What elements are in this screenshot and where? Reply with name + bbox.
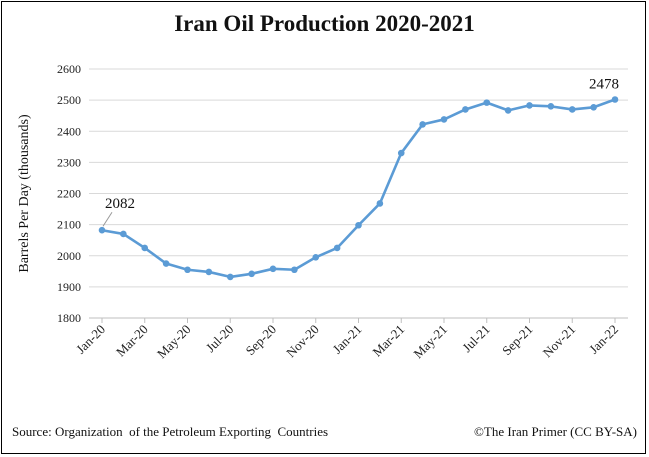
y-tick-label: 1900: [57, 280, 81, 294]
source-note: Source: Organization of the Petroleum Ex…: [12, 424, 329, 439]
data-point: [568, 106, 576, 113]
x-tick-labels: Jan-20 Mar-20 May-20 Jul-20 Sep-20 Nov-20 Jan-…: [73, 318, 621, 361]
data-point: [141, 244, 149, 252]
y-tick-label: 2300: [57, 155, 81, 169]
data-point: [611, 96, 619, 103]
data-point: [312, 254, 320, 261]
y-tick-label: 1800: [57, 311, 81, 325]
y-tick-labels: 1800 1900 2000 2100 2200 2300 2400 2500 2600: [57, 62, 81, 325]
x-tick-label: Mar-21: [369, 322, 407, 360]
data-point: [504, 107, 512, 114]
data-point: [98, 226, 106, 234]
x-tick-label: Jul-20: [203, 322, 237, 356]
annotation-leader: [102, 211, 113, 227]
y-tick-label: 2000: [57, 249, 81, 263]
data-point: [162, 260, 170, 267]
x-tick-label: Nov-20: [283, 322, 322, 361]
x-tick-label: May-21: [410, 322, 450, 362]
x-tick-label: May-20: [154, 322, 194, 362]
credit-note: ©The Iran Primer (CC BY-SA): [474, 424, 637, 439]
x-tick-label: Sep-21: [499, 322, 536, 359]
data-point: [291, 266, 298, 274]
y-axis-title: Barrels Per Day (thousands): [17, 114, 32, 273]
data-point: [376, 200, 384, 207]
data-point: [547, 103, 555, 110]
data-point: [120, 230, 127, 238]
y-tick-label: 2600: [57, 62, 81, 76]
gridlines: [89, 68, 628, 288]
x-tick-label: Mar-20: [113, 322, 151, 360]
data-point: [226, 273, 234, 281]
x-tick-label: Jan-21: [329, 322, 364, 357]
x-tick-label: Jul-21: [459, 322, 493, 356]
series-group: [98, 96, 619, 281]
data-point: [483, 99, 491, 106]
data-point: [184, 266, 191, 274]
data-point: [269, 265, 277, 273]
y-tick-label: 2500: [57, 93, 81, 107]
data-point: [333, 244, 341, 252]
data-label: 2478: [589, 77, 619, 93]
annotations-group: 2082 2478: [102, 77, 619, 227]
y-tick-label: 2400: [57, 124, 81, 138]
series-line: [101, 98, 616, 279]
data-point: [205, 268, 213, 276]
x-tick-label: Nov-21: [540, 322, 579, 361]
x-tick-label: Jan-22: [586, 322, 621, 357]
data-point: [590, 103, 597, 111]
data-label: 2082: [105, 196, 135, 212]
data-point: [419, 121, 426, 128]
chart-title: Iran Oil Production 2020-2021: [174, 11, 475, 36]
y-tick-label: 2100: [57, 218, 81, 232]
data-point: [526, 102, 533, 109]
x-tick-label: Sep-20: [242, 322, 279, 359]
data-point: [440, 116, 448, 123]
x-tick-label: Jan-20: [73, 322, 108, 357]
y-tick-label: 2200: [57, 187, 81, 201]
data-point: [462, 106, 469, 113]
data-point: [397, 149, 405, 157]
data-point: [248, 270, 255, 278]
data-point: [355, 221, 362, 229]
